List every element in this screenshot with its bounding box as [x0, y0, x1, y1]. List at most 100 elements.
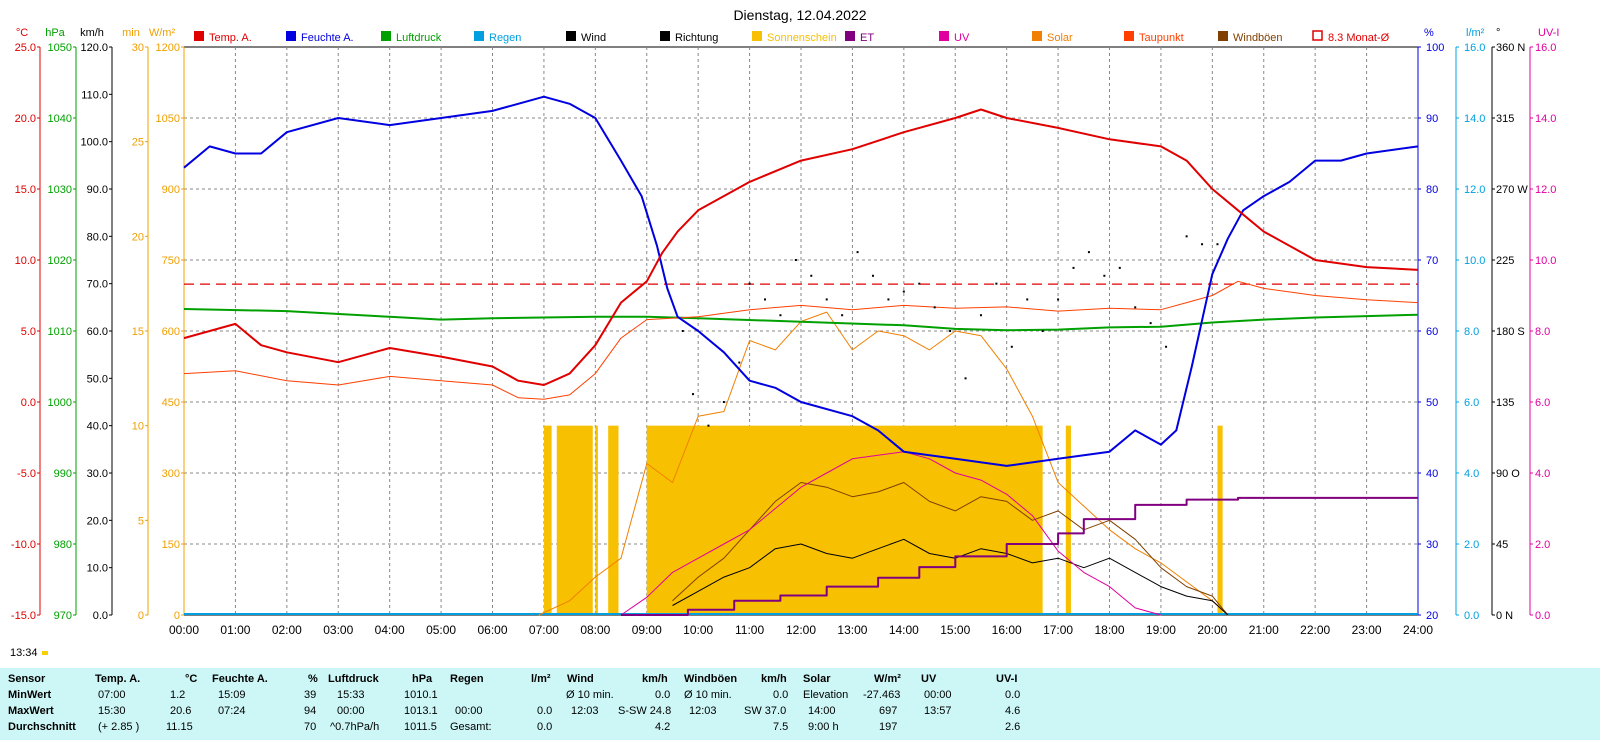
x-tick-label: 14:00: [889, 623, 919, 637]
sunshine-bar: [608, 425, 619, 615]
stats-row-label: MaxWert: [8, 705, 54, 717]
stats-cell: 9:00 h: [808, 721, 839, 733]
stats-header-hum: Feuchte A.: [212, 673, 268, 685]
stats-header-uv-unit: UV-I: [996, 673, 1018, 685]
wind-direction-point: [871, 274, 874, 277]
x-tick-label: 12:00: [786, 623, 816, 637]
axis-unit-label: min: [122, 27, 140, 39]
series-line-luftdruck: [183, 308, 1419, 332]
stats-row-label: Durchschnitt: [8, 721, 76, 733]
axis-tick-label: -15.0: [11, 610, 36, 622]
axis-tick-label: 16.0: [1464, 42, 1485, 54]
wind-direction-point: [1185, 235, 1188, 238]
axis-tick-label: 1030: [48, 184, 72, 196]
stats-header-solar-unit: W/m²: [874, 673, 901, 685]
axis-unit-label: °: [1496, 27, 1500, 39]
wind-direction-point: [1010, 345, 1013, 348]
legend-swatch: [1124, 31, 1134, 41]
legend-label: Sonnenschein: [767, 32, 837, 44]
weather-chart: °C 25.0 20.0 15.0 10.0 5.0 0.0 -5.0 -10.0 -15.0 hP…: [11, 7, 1559, 637]
x-tick-label: 17:00: [1043, 623, 1073, 637]
stats-cell: 197: [879, 721, 898, 733]
stats-cell: 7.5: [773, 721, 789, 733]
axis-tick-label: 135: [1496, 397, 1514, 409]
sunshine-bar: [543, 425, 552, 615]
stats-cell: (+ 2.85 ): [98, 721, 140, 733]
axis-tick-label: 80: [1426, 184, 1438, 196]
legend-swatch: [939, 31, 949, 41]
legend-label: Luftdruck: [396, 32, 442, 44]
axis-tick-label: 90 O: [1496, 468, 1520, 480]
x-tick-label: 23:00: [1352, 623, 1382, 637]
axis-tick-label: 0: [138, 610, 144, 622]
sunshine-bar: [556, 425, 593, 615]
wind-direction-point: [692, 393, 695, 396]
stats-cell: 4.6: [1005, 705, 1021, 717]
chart-axes: °C 25.0 20.0 15.0 10.0 5.0 0.0 -5.0 -10.0 -15.0 hP…: [11, 27, 1559, 637]
axis-tick-label: 2.0: [1464, 539, 1479, 551]
axis-tick-label: 100.0: [80, 137, 108, 149]
x-tick-label: 19:00: [1146, 623, 1176, 637]
axis-tick-label: 8.0: [1464, 326, 1479, 338]
axis-tick-label: 0.0: [1464, 610, 1479, 622]
axis-tick-label: 20: [1426, 610, 1438, 622]
axis-tick-label: 5: [138, 515, 144, 527]
stats-header-press-unit: hPa: [412, 673, 433, 685]
axis-tick-label: 30: [132, 42, 144, 54]
series-line-temp-a-: [183, 108, 1419, 386]
stats-cell: 94: [304, 705, 317, 717]
legend-label: Windböen: [1233, 32, 1283, 44]
chart-title: Dienstag, 12.04.2022: [733, 7, 866, 23]
series-line-taupunkt: [183, 280, 1419, 400]
wind-direction-point: [794, 259, 797, 261]
axis-tick-label: 110.0: [81, 89, 108, 101]
legend-swatch: [845, 31, 855, 41]
axis-tick-label: 70.0: [87, 279, 108, 291]
wind-direction-point: [1026, 298, 1029, 301]
series-line-uv: [620, 451, 1162, 616]
stats-cell: 20.6: [170, 705, 192, 717]
legend-swatch: [1032, 31, 1042, 41]
stats-cell: Ø 10 min.: [684, 689, 732, 701]
axis-tick-label: 2.0: [1535, 539, 1550, 551]
stats-cell: 13:57: [924, 705, 952, 717]
axis-tick-label: 900: [162, 184, 180, 196]
x-tick-label: 00:00: [169, 623, 199, 637]
axis-tick-label: 90.0: [87, 184, 108, 196]
wind-direction-point: [707, 424, 710, 427]
stats-cell: 697: [879, 705, 898, 717]
wind-direction-point: [933, 306, 936, 309]
axis-tick-label: -5.0: [17, 468, 36, 480]
legend-label: Richtung: [675, 32, 718, 44]
series-line-feuchte-a-: [183, 95, 1419, 467]
axis-tick-label: 6.0: [1535, 397, 1550, 409]
axis-tick-label: 60: [1426, 326, 1438, 338]
axis-tick-label: 1050: [156, 113, 180, 125]
wind-direction-point: [918, 282, 921, 285]
legend-label: Regen: [489, 32, 521, 44]
stats-cell: Elevation: [803, 689, 849, 701]
legend-swatch: [566, 31, 576, 41]
axis-tick-label: 0.0: [21, 397, 36, 409]
series-line-solar: [538, 311, 1229, 616]
legend-label: Solar: [1047, 32, 1073, 44]
axis-tick-label: 5.0: [21, 326, 36, 338]
wind-direction-point: [825, 298, 828, 301]
stats-header-sensor: Sensor: [8, 673, 46, 685]
axis-tick-label: -10.0: [11, 539, 36, 551]
wind-direction-point: [1216, 243, 1219, 246]
wind-direction-point: [1103, 274, 1106, 277]
axis-tick-label: 70: [1426, 255, 1438, 267]
axis-tick-label: 750: [162, 255, 180, 267]
wind-direction-point: [1087, 251, 1090, 254]
stats-cell: 14:00: [808, 705, 836, 717]
axis-tick-label: 1040: [48, 113, 72, 125]
wind-direction-point: [1041, 330, 1044, 332]
stats-cell: 1013.1: [404, 705, 438, 717]
axis-tick-label: 4.0: [1464, 468, 1479, 480]
stats-cell: 12:03: [689, 705, 717, 717]
wind-direction-point: [779, 314, 782, 317]
stats-table: Sensor Temp. A. °C Feuchte A. % Luftdruc…: [0, 668, 1600, 740]
stats-cell: 2.6: [1005, 721, 1021, 733]
axis-tick-label: 180 S: [1496, 326, 1525, 338]
